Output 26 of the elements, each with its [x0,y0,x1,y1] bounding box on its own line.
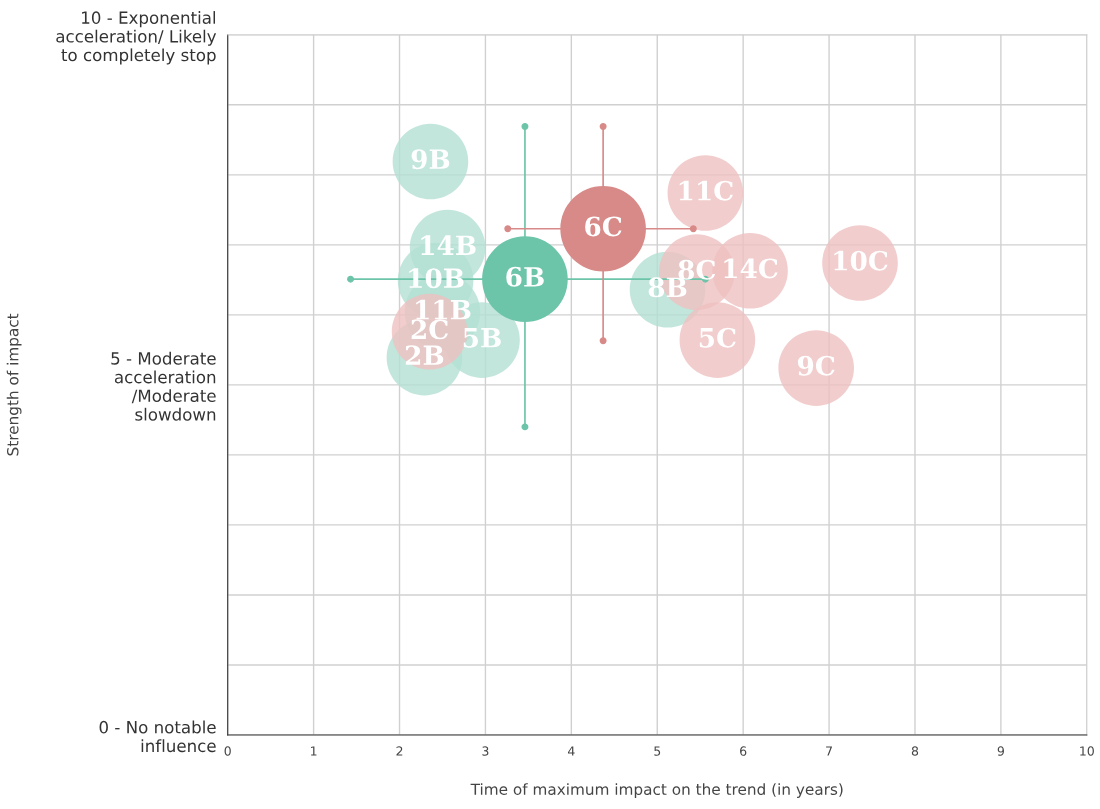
x-tick-label: 0 [224,746,231,756]
y-tick-label: 0 - No notable influence [99,720,216,753]
x-tick-label: 10 [1080,746,1094,756]
annotation: 2B [405,345,444,365]
x-tick-label: 7 [826,746,832,756]
annotation: 11B [416,299,471,320]
annotation: 2C [411,319,448,340]
x-tick-label: 2 [396,746,403,756]
x-tick-label: 5 [654,746,661,756]
annotation: 9C [797,355,835,376]
x-tick-label: 4 [567,746,575,756]
annotation: 5B [463,328,501,348]
annotation: 9B [411,149,450,170]
y-tick-label: 10 - Exponential acceleration/ Likely to completely stop [56,11,217,65]
annotation: 14C [724,258,778,279]
annotation: 14B [421,235,476,255]
x-tick-label: 6 [740,746,747,756]
x-axis-title: Time of maximum impact on the trend (in years) [470,783,843,798]
annotation: 6B [506,266,544,287]
y-axis-title: Strength of impact [6,313,22,456]
x-tick-label: 3 [482,746,489,756]
y-tick-label: 5 - Moderate acceleration /Moderate slowdown [111,351,216,421]
x-tick-label: 9 [997,746,1004,756]
x-tick-label: 1 [311,746,317,756]
annotation: 6C [585,216,622,237]
x-tick-label: 8 [911,746,919,756]
